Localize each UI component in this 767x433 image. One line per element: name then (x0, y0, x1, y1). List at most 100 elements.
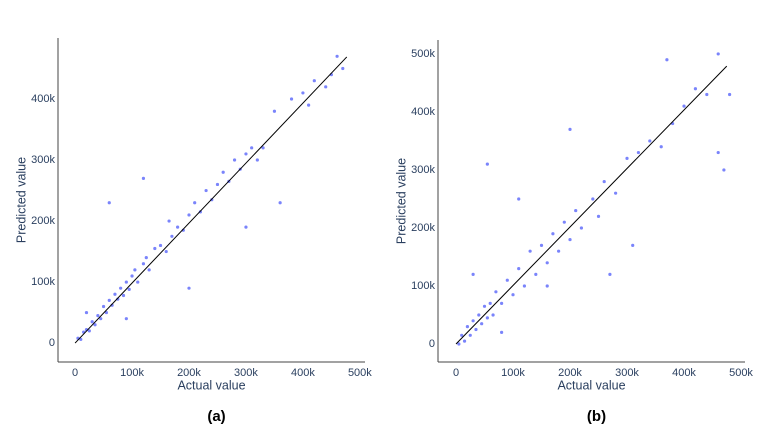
x-tick-label: 500k (348, 367, 372, 379)
data-point (141, 176, 146, 180)
data-point (232, 158, 237, 162)
data-point (482, 304, 487, 308)
data-point (636, 150, 641, 155)
x-tick-label: 400k (672, 367, 696, 379)
data-point (93, 323, 97, 327)
y-tick-label: 300k (411, 164, 435, 176)
data-point (167, 219, 171, 223)
y-axis-title: Predicted value (14, 157, 28, 243)
data-point (215, 182, 220, 187)
data-point (693, 87, 698, 91)
data-point (324, 85, 328, 89)
data-point (127, 287, 131, 291)
data-point (272, 109, 277, 113)
data-point (158, 243, 163, 248)
data-point (614, 191, 618, 195)
x-tick-label: 200k (558, 367, 582, 379)
data-point (278, 201, 282, 205)
y-tick-label: 0 (429, 338, 435, 350)
data-point (551, 232, 555, 236)
data-point (591, 197, 595, 201)
data-point (457, 342, 461, 346)
data-point (488, 301, 492, 306)
data-point (539, 243, 544, 247)
x-tick-label: 0 (72, 367, 78, 379)
y-tick-label: 500k (411, 48, 435, 60)
data-point (477, 313, 481, 317)
data-point (301, 91, 305, 95)
data-point (164, 249, 168, 254)
data-point (631, 243, 635, 247)
data-point (517, 266, 521, 271)
x-tick-label: 200k (177, 367, 201, 379)
data-point (136, 280, 140, 284)
data-point (87, 329, 91, 333)
data-point (153, 246, 157, 251)
data-point (187, 213, 191, 217)
data-point (462, 339, 467, 343)
x-tick-label: 400k (291, 367, 315, 379)
data-point (193, 201, 197, 205)
data-point (104, 310, 109, 315)
data-point (170, 234, 174, 238)
data-point (480, 322, 484, 326)
data-point (460, 333, 464, 337)
data-point (176, 225, 180, 229)
data-point (511, 293, 515, 297)
data-point (244, 225, 248, 229)
data-point (474, 327, 478, 332)
data-point (648, 139, 652, 143)
data-point (625, 156, 629, 160)
data-point (568, 127, 572, 131)
data-point (494, 290, 498, 294)
y-tick-label: 0 (49, 337, 55, 349)
data-point (491, 313, 495, 317)
data-point (465, 325, 470, 329)
data-point (90, 320, 94, 324)
data-point (705, 92, 709, 97)
data-point (335, 54, 339, 58)
data-point (99, 317, 103, 321)
x-tick-label: 300k (234, 367, 258, 379)
data-point (522, 284, 527, 288)
data-point (500, 301, 504, 306)
data-point (119, 286, 123, 290)
data-point (84, 310, 89, 315)
data-point (485, 316, 489, 320)
data-point (187, 286, 191, 290)
data-point (124, 317, 128, 321)
data-point (579, 226, 584, 230)
data-point (517, 197, 521, 201)
x-tick-label: 100k (120, 367, 144, 379)
y-tick-label: 400k (31, 93, 55, 105)
data-point (107, 298, 111, 302)
data-point (665, 58, 669, 62)
caption: (b) (587, 408, 606, 425)
data-point (141, 262, 146, 266)
data-point (500, 330, 504, 335)
data-point (722, 168, 726, 172)
data-point (534, 272, 538, 276)
data-point (133, 268, 137, 272)
data-point (545, 261, 549, 265)
data-point (307, 103, 311, 107)
x-tick-label: 100k (501, 367, 525, 379)
data-point (602, 179, 606, 184)
data-point (121, 293, 126, 298)
data-point (244, 152, 248, 156)
data-point (485, 162, 489, 166)
data-point (130, 274, 134, 278)
data-point (505, 278, 509, 282)
data-point (716, 52, 720, 56)
y-axis-title: Predicted value (394, 158, 408, 244)
data-point (682, 104, 686, 108)
y-tick-label: 200k (411, 222, 435, 234)
x-axis-title: Actual value (177, 378, 245, 392)
reference-line (74, 56, 348, 344)
data-point (107, 201, 111, 205)
data-point (608, 272, 612, 276)
data-point (250, 146, 254, 150)
data-point (144, 256, 148, 260)
y-tick-label: 200k (31, 215, 55, 227)
